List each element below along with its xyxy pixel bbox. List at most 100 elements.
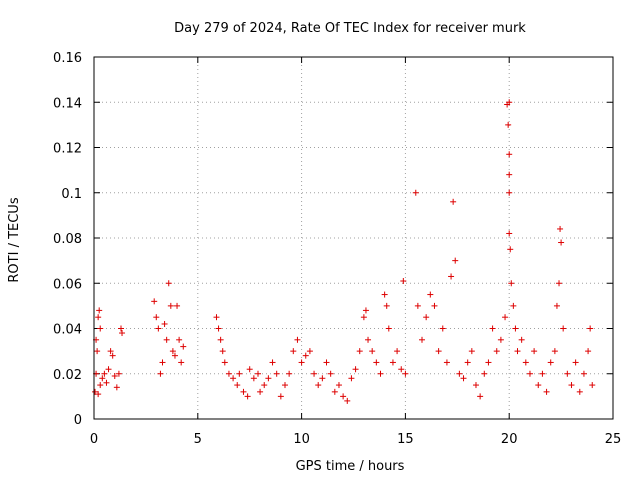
grid-lines xyxy=(94,57,613,419)
data-point xyxy=(315,382,322,389)
data-point xyxy=(221,359,228,366)
data-point xyxy=(431,302,438,309)
x-tick-label: 15 xyxy=(397,432,414,447)
data-point xyxy=(250,375,257,382)
y-tick-label: 0.14 xyxy=(53,96,82,111)
y-tick-label: 0.12 xyxy=(53,142,82,157)
x-tick-label: 5 xyxy=(194,432,202,447)
data-point xyxy=(522,359,529,366)
y-tick-label: 0.16 xyxy=(53,51,82,66)
data-point xyxy=(558,239,565,246)
data-point xyxy=(439,325,446,332)
data-point xyxy=(92,388,99,395)
data-point xyxy=(589,382,596,389)
data-point xyxy=(506,151,513,158)
data-point xyxy=(107,348,114,355)
data-point xyxy=(507,246,514,253)
x-tick-label: 25 xyxy=(605,432,622,447)
data-point xyxy=(514,348,521,355)
data-point xyxy=(257,388,264,395)
data-point xyxy=(335,382,342,389)
data-point xyxy=(105,366,112,373)
x-tick-label: 0 xyxy=(90,432,98,447)
data-point xyxy=(400,277,407,284)
data-point xyxy=(543,388,550,395)
data-point xyxy=(464,359,471,366)
y-axis-title: ROTI / TECUs xyxy=(7,197,22,282)
data-point xyxy=(587,325,594,332)
data-point xyxy=(113,384,120,391)
data-point xyxy=(101,370,108,377)
data-point xyxy=(481,370,488,377)
data-point xyxy=(109,352,116,359)
data-point xyxy=(427,291,434,298)
data-point xyxy=(115,370,122,377)
data-point xyxy=(153,314,160,321)
data-point xyxy=(97,325,104,332)
data-point xyxy=(456,370,463,377)
data-point xyxy=(111,373,118,380)
data-point xyxy=(94,348,101,355)
data-point xyxy=(477,393,484,400)
data-point xyxy=(213,314,220,321)
data-point xyxy=(265,375,272,382)
y-tick-label: 0.06 xyxy=(53,277,82,292)
data-point xyxy=(261,382,268,389)
data-point xyxy=(230,375,237,382)
data-point xyxy=(377,370,384,377)
data-point xyxy=(539,370,546,377)
data-point xyxy=(174,302,181,309)
data-point xyxy=(217,336,224,343)
data-point xyxy=(360,314,367,321)
data-point xyxy=(365,336,372,343)
data-point xyxy=(389,359,396,366)
data-point xyxy=(311,370,318,377)
data-point xyxy=(163,336,170,343)
data-point xyxy=(286,370,293,377)
data-point xyxy=(117,325,124,332)
data-point xyxy=(215,325,222,332)
data-point xyxy=(502,314,509,321)
data-point xyxy=(246,366,253,373)
data-point xyxy=(169,348,176,355)
data-point xyxy=(572,359,579,366)
data-point xyxy=(497,336,504,343)
data-point xyxy=(580,370,587,377)
y-tick-label: 0 xyxy=(74,413,82,428)
data-point xyxy=(452,257,459,264)
data-point xyxy=(506,171,513,178)
data-point xyxy=(178,359,185,366)
data-point xyxy=(493,348,500,355)
data-point xyxy=(119,330,126,337)
data-point xyxy=(412,189,419,196)
plot-frame xyxy=(93,56,614,420)
data-point xyxy=(176,336,183,343)
data-point xyxy=(423,314,430,321)
data-point xyxy=(450,198,457,205)
y-tick-label: 0.1 xyxy=(61,187,82,202)
data-point xyxy=(157,370,164,377)
data-point xyxy=(568,382,575,389)
data-point xyxy=(281,382,288,389)
data-point xyxy=(97,382,104,389)
data-point xyxy=(551,348,558,355)
data-point xyxy=(180,343,187,350)
data-point xyxy=(255,370,262,377)
y-tick-label: 0.02 xyxy=(53,368,82,383)
data-point xyxy=(306,348,313,355)
data-point xyxy=(225,370,232,377)
x-tick-label: 10 xyxy=(293,432,310,447)
data-point xyxy=(585,348,592,355)
data-point xyxy=(535,382,542,389)
data-point xyxy=(443,359,450,366)
data-point xyxy=(518,336,525,343)
data-point xyxy=(526,370,533,377)
data-point xyxy=(161,320,168,327)
data-point xyxy=(234,382,241,389)
data-point xyxy=(373,359,380,366)
data-point xyxy=(576,388,583,395)
data-point xyxy=(435,348,442,355)
data-point xyxy=(273,370,280,377)
data-point xyxy=(344,397,351,404)
data-point xyxy=(506,99,513,106)
